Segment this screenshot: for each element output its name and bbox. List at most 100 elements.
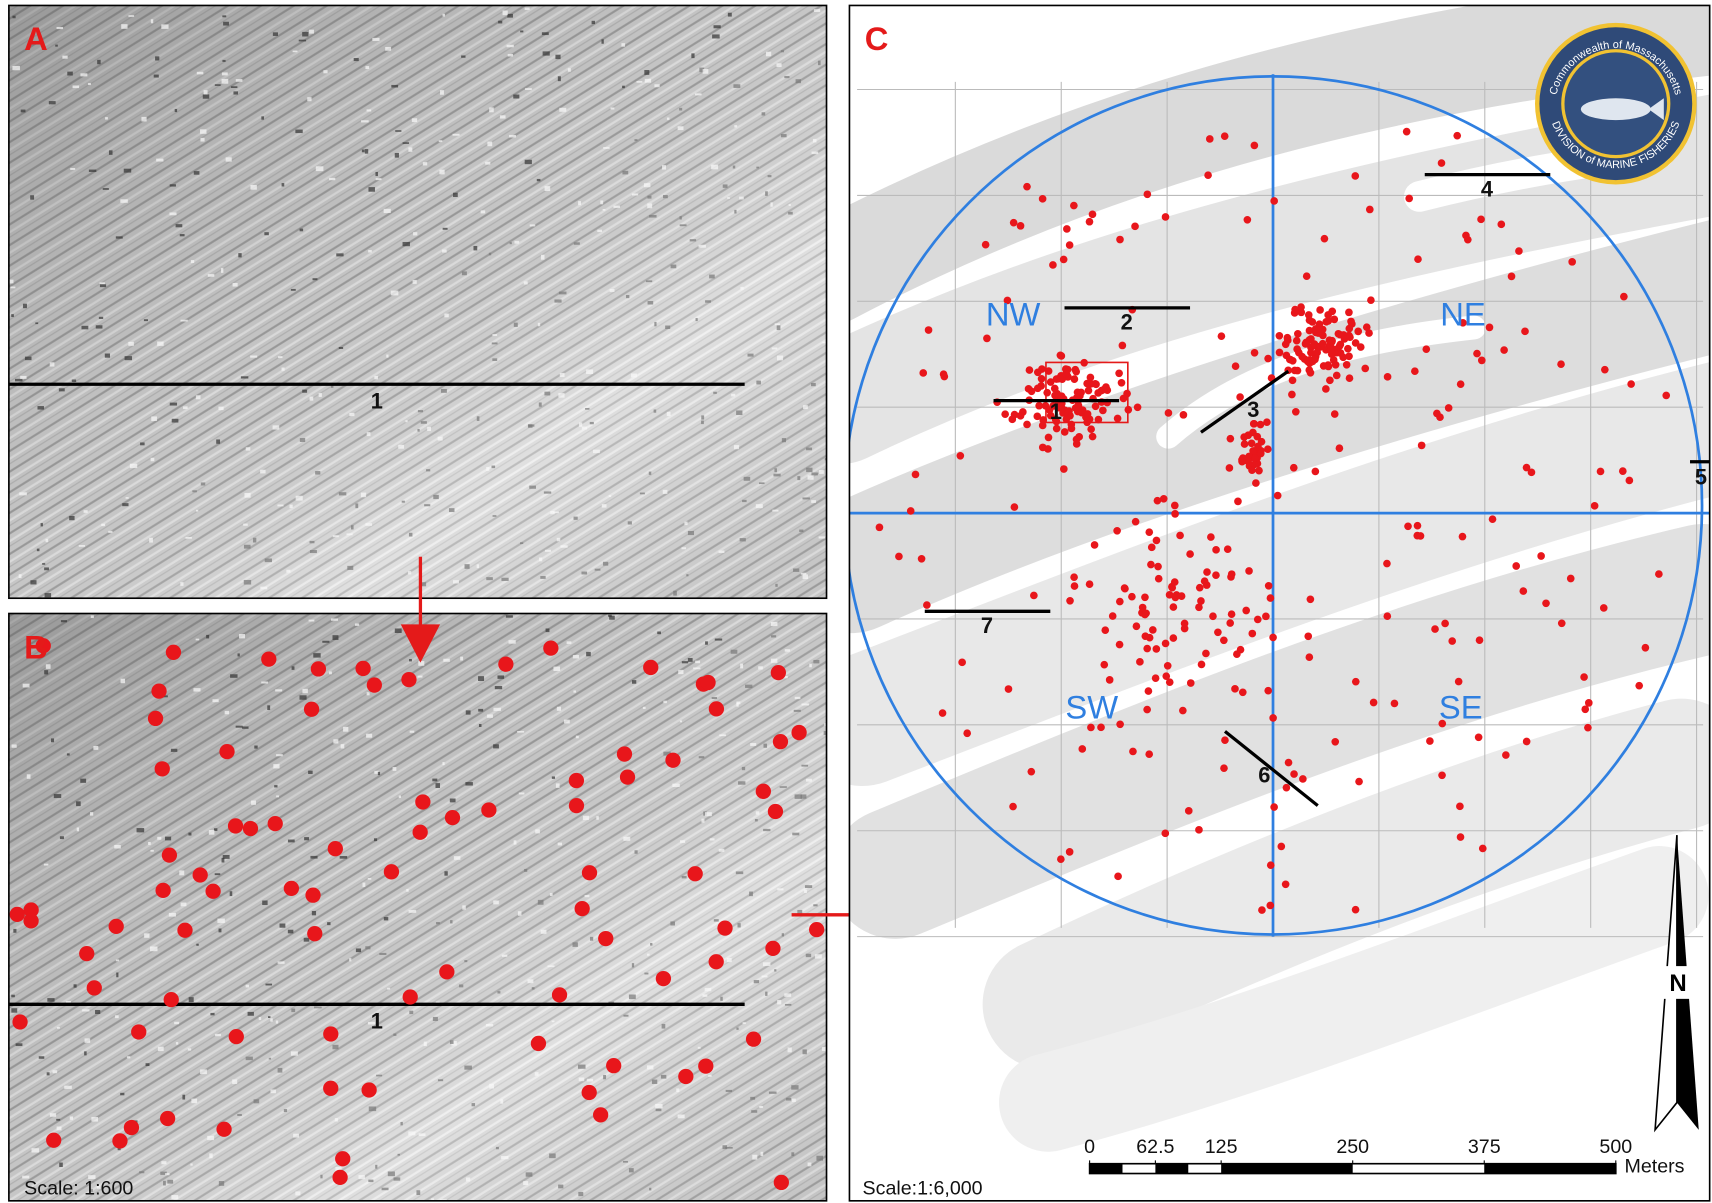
detection-dot — [709, 701, 724, 716]
speckle-dot — [784, 76, 789, 78]
speckle-dot — [368, 878, 372, 880]
speckle-dot — [170, 403, 177, 406]
speckle-dot — [253, 538, 256, 543]
speckle-dot — [236, 79, 243, 82]
speckle-dot — [439, 140, 443, 142]
detection-dot — [87, 980, 102, 995]
detection-dot — [23, 913, 38, 928]
speckle-dot — [319, 393, 322, 397]
speckle-dot — [105, 117, 108, 119]
speckle-dot — [506, 615, 513, 617]
scale-tick-label: 125 — [1205, 1136, 1238, 1158]
speckle-dot — [300, 229, 304, 232]
speckle-dot — [466, 710, 471, 714]
detection-dot — [617, 746, 632, 761]
speckle-dot — [288, 840, 295, 843]
speckle-dot — [139, 1171, 144, 1173]
detection-dot — [1034, 368, 1042, 376]
detection-dot — [1523, 464, 1531, 472]
speckle-dot — [501, 578, 508, 581]
speckle-dot — [375, 1165, 377, 1169]
speckle-dot — [232, 1079, 237, 1084]
speckle-dot — [750, 743, 756, 746]
detection-dot — [162, 847, 177, 862]
detection-dot — [1258, 906, 1266, 914]
speckle-dot — [310, 541, 315, 543]
detection-dot — [1063, 225, 1071, 233]
speckle-dot — [219, 1181, 224, 1186]
speckle-dot — [816, 1156, 823, 1161]
speckle-dot — [803, 405, 808, 409]
speckle-dot — [367, 432, 371, 436]
speckle-dot — [292, 666, 295, 670]
detection-dot — [1165, 409, 1173, 417]
speckle-dot — [254, 1099, 260, 1103]
speckle-dot — [643, 707, 646, 709]
speckle-dot — [155, 56, 159, 60]
speckle-dot — [712, 697, 717, 699]
speckle-dot — [576, 736, 579, 739]
speckle-dot — [493, 515, 497, 517]
speckle-dot — [450, 799, 456, 803]
speckle-dot — [89, 170, 96, 172]
speckle-dot — [600, 200, 603, 204]
speckle-dot — [244, 493, 250, 498]
detection-dot — [305, 888, 320, 903]
speckle-dot — [310, 550, 317, 553]
detection-dot — [311, 661, 326, 676]
speckle-dot — [426, 469, 430, 471]
detection-dot — [918, 555, 926, 563]
detection-dot — [403, 989, 418, 1004]
speckle-dot — [442, 250, 447, 253]
detection-dot — [1542, 599, 1550, 607]
speckle-dot — [395, 153, 399, 158]
speckle-dot — [402, 501, 405, 503]
detection-dot — [1403, 128, 1411, 136]
speckle-dot — [314, 1006, 322, 1008]
speckle-dot — [552, 776, 555, 778]
speckle-dot — [59, 1163, 63, 1167]
speckle-dot — [808, 1162, 812, 1166]
speckle-dot — [395, 628, 402, 633]
speckle-dot — [696, 318, 698, 321]
speckle-dot — [555, 55, 560, 59]
speckle-dot — [405, 420, 407, 422]
speckle-dot — [125, 356, 132, 360]
detection-dot — [1319, 340, 1327, 348]
detection-dot — [643, 660, 658, 675]
speckle-dot — [379, 953, 386, 955]
speckle-dot — [761, 1152, 764, 1156]
detection-dot — [1328, 337, 1336, 345]
speckle-dot — [750, 1097, 755, 1100]
speckle-dot — [384, 917, 388, 920]
transect-label: 5 — [1695, 465, 1707, 490]
speckle-dot — [813, 660, 819, 663]
detection-dot — [1236, 393, 1244, 401]
speckle-dot — [756, 381, 761, 385]
detection-dot — [1115, 369, 1123, 377]
speckle-dot — [768, 175, 772, 177]
detection-dot — [768, 804, 783, 819]
speckle-dot — [47, 1072, 50, 1075]
speckle-dot — [680, 840, 685, 843]
speckle-dot — [535, 829, 540, 833]
speckle-dot — [299, 695, 306, 699]
speckle-dot — [295, 130, 302, 134]
detection-dot — [1269, 714, 1277, 722]
detection-dot — [1502, 751, 1510, 759]
detection-dot — [1038, 375, 1046, 383]
speckle-dot — [733, 84, 740, 88]
speckle-dot — [409, 910, 417, 913]
detection-dot — [1212, 546, 1220, 554]
detection-dot — [1089, 433, 1097, 441]
speckle-dot — [409, 659, 412, 661]
logo: Commonwealth of Massachusetts DIVISION o… — [1535, 23, 1697, 185]
speckle-dot — [55, 45, 58, 47]
speckle-dot — [603, 147, 609, 149]
speckle-dot — [386, 355, 388, 358]
speckle-dot — [574, 517, 578, 520]
detection-dot — [1264, 687, 1272, 695]
speckle-dot — [144, 319, 148, 321]
speckle-dot — [708, 1075, 711, 1077]
speckle-dot — [356, 948, 361, 952]
